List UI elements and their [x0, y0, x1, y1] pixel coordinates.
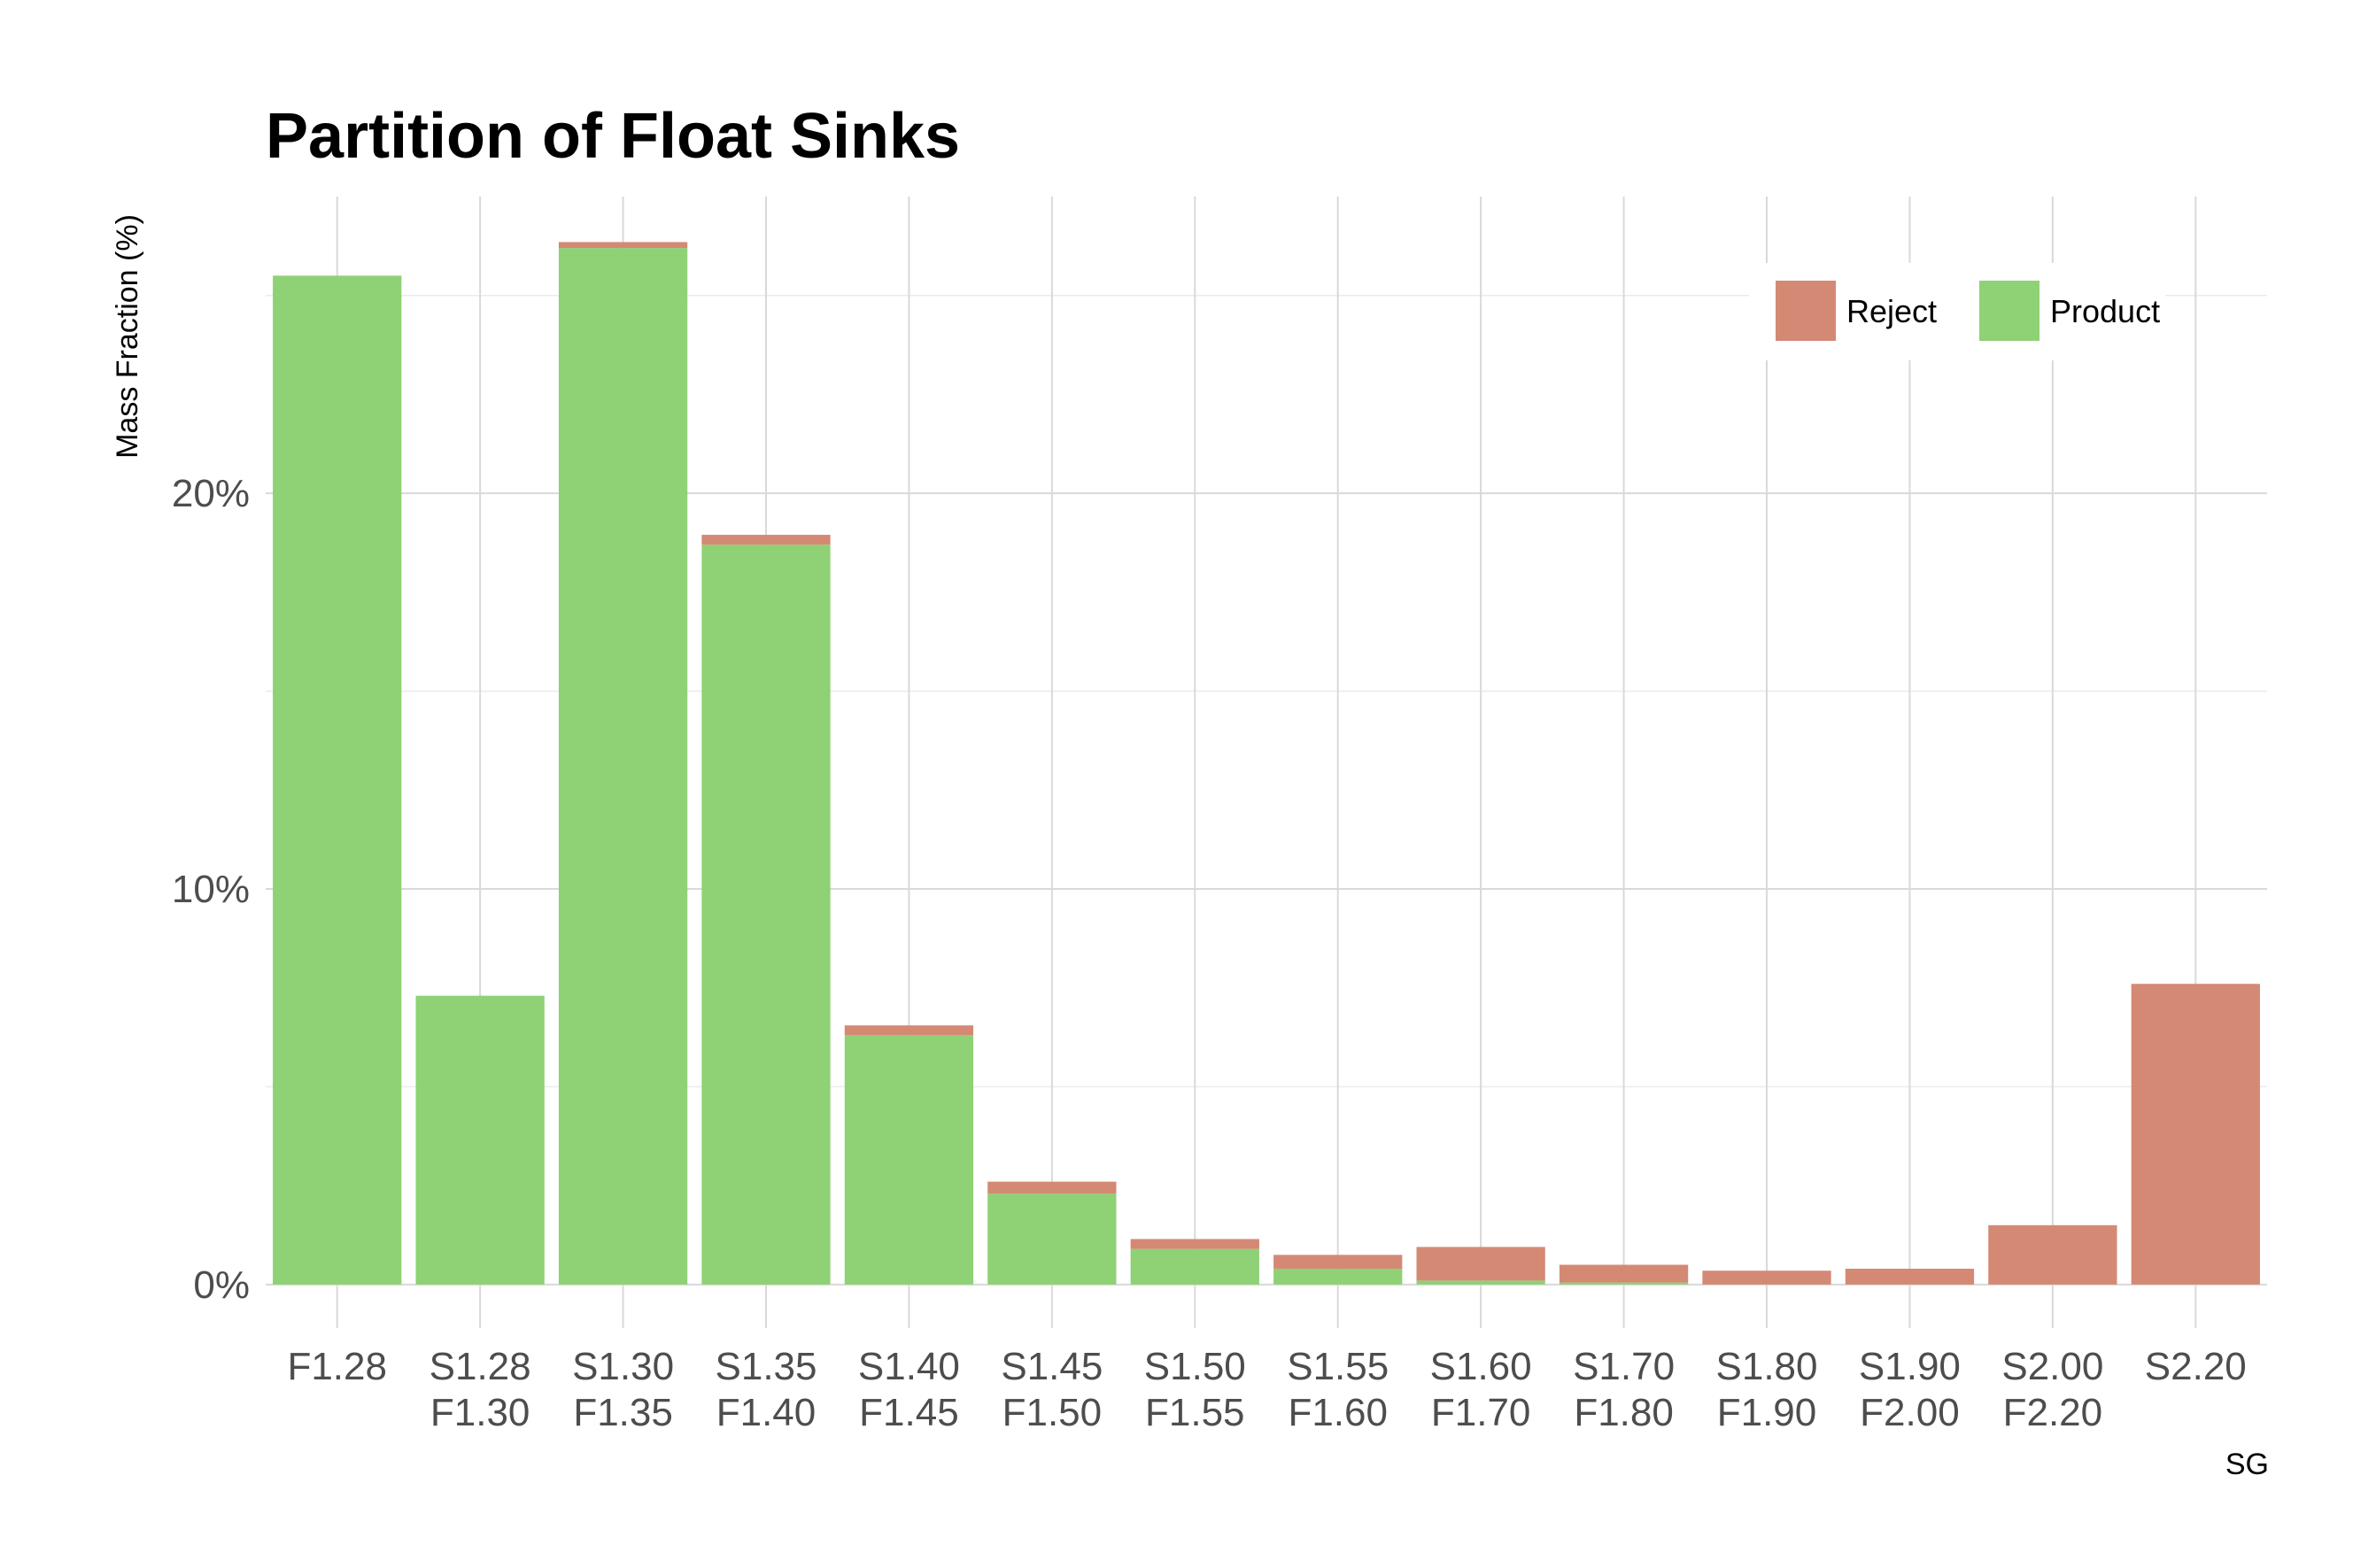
bar-product [273, 275, 402, 1285]
bar-product [1416, 1280, 1545, 1285]
y-tick-label: 0% [193, 1263, 250, 1307]
y-axis-ticks: 0% 10% 20% [172, 472, 250, 1307]
x-tick-label: S1.90 [1859, 1345, 1961, 1388]
x-tick-label: F1.28 [287, 1345, 387, 1388]
bars [273, 242, 2260, 1285]
bar-reject [1273, 1255, 1403, 1269]
x-tick-label: S1.45 [1001, 1345, 1103, 1388]
x-tick-label: F1.90 [1717, 1391, 1817, 1434]
y-tick-label: 10% [172, 868, 250, 911]
bar-reject [1988, 1224, 2117, 1285]
bar-product [1273, 1268, 1403, 1285]
bar-reject [1845, 1268, 1975, 1285]
x-tick-label: F1.80 [1574, 1391, 1674, 1434]
chart-title: Partition of Float Sinks [266, 101, 960, 172]
bar-product [1130, 1248, 1259, 1285]
x-tick-label: S2.20 [2145, 1345, 2247, 1388]
bar-reject [2131, 984, 2260, 1285]
x-tick-label: S1.80 [1716, 1345, 1818, 1388]
bar-product [701, 545, 831, 1285]
x-tick-label: F2.20 [2003, 1391, 2103, 1434]
bar-reject [844, 1025, 974, 1036]
bar-product [558, 248, 688, 1285]
bar-reject [701, 535, 831, 545]
x-tick-label: S1.35 [716, 1345, 817, 1388]
x-tick-label: F1.35 [573, 1391, 673, 1434]
x-axis-title: SG [2225, 1448, 2269, 1481]
bar-reject [987, 1181, 1117, 1194]
bar-reject [1130, 1239, 1259, 1249]
bar-product [415, 995, 545, 1285]
x-tick-label: F1.45 [859, 1391, 959, 1434]
x-tick-label: F1.70 [1431, 1391, 1531, 1434]
legend: Reject Product [1749, 263, 2165, 360]
legend-label-product: Product [2050, 293, 2160, 329]
legend-swatch-product [1979, 281, 2040, 341]
x-tick-label: S1.60 [1430, 1345, 1532, 1388]
x-tick-label: S1.40 [858, 1345, 960, 1388]
y-tick-label: 20% [172, 472, 250, 515]
bar-reject [1416, 1247, 1545, 1281]
bar-reject [1702, 1271, 1831, 1285]
x-tick-label: S2.00 [2001, 1345, 2103, 1388]
x-tick-label: S1.55 [1287, 1345, 1389, 1388]
x-tick-label: F1.30 [430, 1391, 530, 1434]
y-axis-title: Mass Fraction (%) [111, 214, 144, 459]
x-tick-label: S1.30 [572, 1345, 674, 1388]
bar-reject [1559, 1264, 1689, 1283]
legend-swatch-reject [1776, 281, 1836, 341]
x-tick-label: S1.28 [430, 1345, 531, 1388]
x-tick-label: S1.70 [1573, 1345, 1675, 1388]
x-tick-label: F1.55 [1145, 1391, 1245, 1434]
x-tick-label: F1.60 [1288, 1391, 1388, 1434]
x-tick-label: S1.50 [1144, 1345, 1246, 1388]
bar-product [844, 1035, 974, 1285]
legend-label-reject: Reject [1846, 293, 1937, 329]
bar-reject [558, 242, 688, 249]
x-tick-label: F2.00 [1860, 1391, 1960, 1434]
bar-product [987, 1193, 1117, 1285]
bar-product [1559, 1282, 1689, 1285]
x-tick-label: F1.50 [1002, 1391, 1103, 1434]
x-tick-label: F1.40 [716, 1391, 817, 1434]
